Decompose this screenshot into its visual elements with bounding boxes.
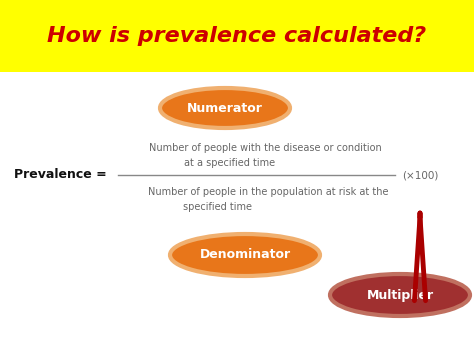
Text: Numerator: Numerator	[187, 102, 263, 115]
Ellipse shape	[160, 88, 290, 128]
Text: Denominator: Denominator	[200, 248, 291, 262]
Text: Number of people with the disease or condition: Number of people with the disease or con…	[149, 143, 382, 153]
Text: (×100): (×100)	[402, 170, 438, 180]
Text: specified time: specified time	[183, 202, 253, 212]
Ellipse shape	[170, 234, 320, 276]
Text: at a specified time: at a specified time	[184, 158, 275, 168]
Text: Prevalence =: Prevalence =	[14, 169, 106, 181]
Text: Multiplier: Multiplier	[366, 289, 434, 301]
Bar	[0, 0, 474, 72]
Text: Number of people in the population at risk at the: Number of people in the population at ri…	[148, 187, 388, 197]
Ellipse shape	[330, 274, 470, 316]
Text: How is prevalence calculated?: How is prevalence calculated?	[47, 26, 427, 46]
